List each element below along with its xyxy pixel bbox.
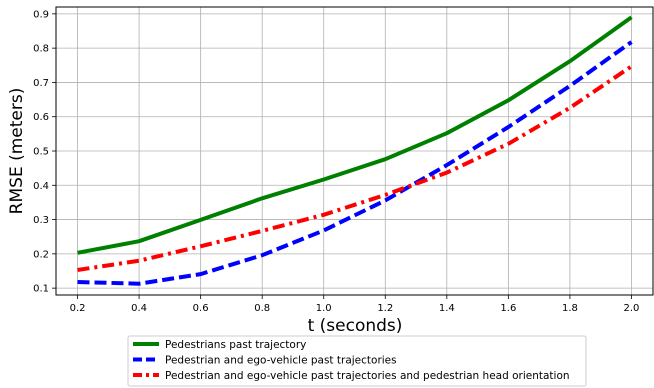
x-axis-label: t (seconds) (308, 316, 403, 336)
series-line-3 (77, 64, 633, 272)
grid (56, 7, 653, 295)
x-axis-ticks: 0.2 0.4 0.6 0.8 1.0 1.2 1.4 1.6 1.8 2.0 (70, 295, 640, 314)
y-tick-label: 0.9 (33, 9, 49, 20)
x-tick-label: 0.2 (70, 303, 86, 314)
y-tick-label: 0.6 (33, 112, 49, 123)
y-tick-label: 0.4 (33, 181, 49, 192)
y-tick-label: 0.2 (33, 249, 49, 260)
legend-frame (127, 335, 587, 387)
x-tick-label: 0.6 (193, 303, 209, 314)
y-axis-ticks: 0.1 0.2 0.3 0.4 0.5 0.6 0.7 0.8 0.9 (33, 9, 56, 295)
y-tick-label: 0.7 (33, 78, 49, 89)
y-axis-label: RMSE (meters) (7, 88, 27, 215)
x-tick-label: 2.0 (624, 303, 640, 314)
x-tick-label: 0.4 (131, 303, 147, 314)
y-tick-label: 0.3 (33, 215, 49, 226)
series-lines (77, 15, 633, 286)
y-tick-label: 0.1 (33, 284, 49, 295)
y-tick-label: 0.5 (33, 147, 49, 158)
series-line-2 (77, 40, 633, 286)
legend: Pedestrians past trajectory Pedestrian an… (127, 335, 587, 387)
x-tick-label: 1.6 (500, 303, 516, 314)
x-tick-label: 1.8 (562, 303, 578, 314)
legend-label-1: Pedestrians past trajectory (165, 339, 306, 351)
x-tick-label: 0.8 (254, 303, 270, 314)
legend-label-3: Pedestrian and ego-vehicle past trajecto… (165, 370, 570, 382)
y-tick-label: 0.8 (33, 44, 49, 55)
x-tick-label: 1.2 (377, 303, 393, 314)
x-tick-label: 1.4 (439, 303, 455, 314)
x-tick-label: 1.0 (316, 303, 332, 314)
legend-label-2: Pedestrian and ego-vehicle past trajecto… (165, 355, 397, 367)
series-line-1 (77, 15, 633, 255)
